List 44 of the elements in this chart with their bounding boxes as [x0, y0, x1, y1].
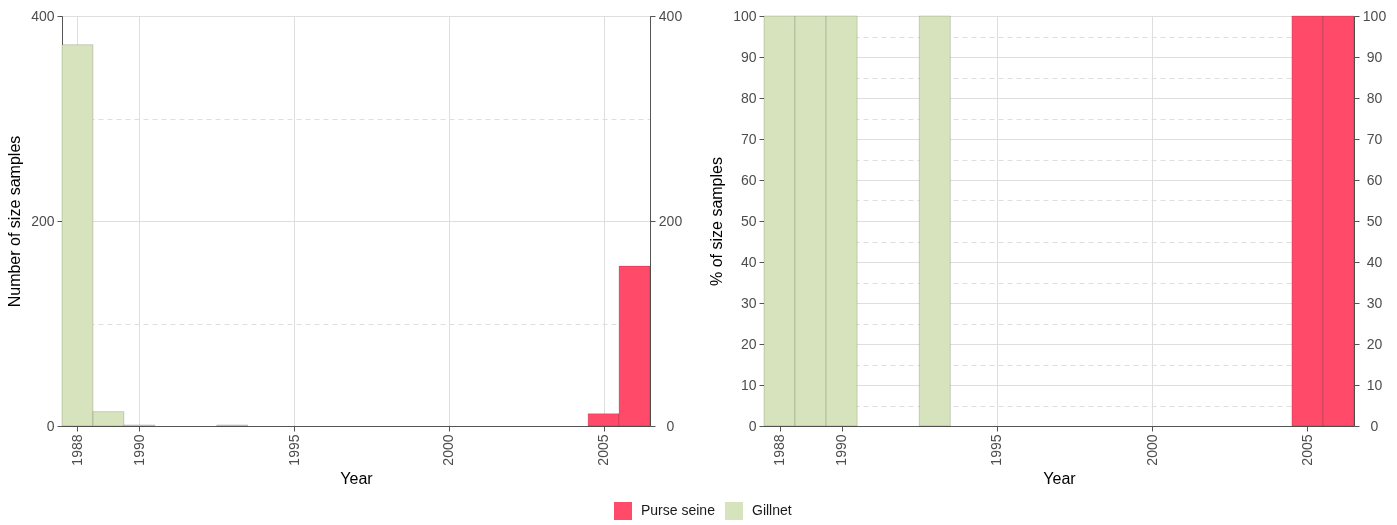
x-tick-label: 2005 — [595, 434, 612, 466]
y-tick-label: 80 — [740, 89, 757, 106]
y2-tick-label: 0 — [666, 417, 675, 434]
legend-label: Purse seine — [641, 502, 716, 518]
x-tick-label: 1990 — [130, 434, 147, 466]
y2-tick-label: 10 — [1366, 376, 1383, 393]
y-tick-label: 10 — [740, 376, 757, 393]
x-tick-label: 1988 — [68, 434, 85, 466]
y-tick-label: 60 — [740, 171, 757, 188]
y2-tick-label: 0 — [1370, 417, 1379, 434]
y2-tick-label: 30 — [1366, 294, 1383, 311]
y2-tick-label: 40 — [1366, 253, 1383, 270]
legend-label: Gillnet — [752, 502, 792, 518]
y2-tick-label: 80 — [1366, 89, 1383, 106]
y-tick-label: 100 — [733, 7, 757, 24]
y2-tick-label: 400 — [658, 7, 683, 24]
y2-tick-label: 90 — [1366, 48, 1383, 65]
x-tick-label: 1995 — [285, 434, 302, 466]
x-tick-label: 2000 — [440, 434, 457, 466]
x-axis-title: Year — [340, 469, 374, 487]
y-tick-label: 50 — [740, 212, 757, 229]
y-tick-label: 30 — [740, 294, 757, 311]
y2-tick-label: 70 — [1366, 130, 1383, 147]
x-tick-label: 2005 — [1298, 434, 1315, 466]
y-tick-label: 0 — [748, 417, 757, 434]
y2-tick-label: 100 — [1362, 7, 1387, 24]
y-tick-label: 90 — [740, 48, 757, 65]
y-axis-title: % of size samples — [708, 157, 726, 286]
y-tick-label: 400 — [31, 7, 55, 24]
y-tick-label: 200 — [31, 212, 55, 229]
x-axis-title: Year — [1043, 469, 1077, 487]
x-tick-label: 1990 — [833, 434, 850, 466]
x-tick-label: 2000 — [1143, 434, 1160, 466]
x-tick-label: 1988 — [771, 434, 788, 466]
y2-tick-label: 20 — [1366, 335, 1383, 352]
y-tick-label: 40 — [740, 253, 757, 270]
y2-tick-label: 50 — [1366, 212, 1383, 229]
y-tick-label: 70 — [740, 130, 757, 147]
y-axis-title: Number of size samples — [6, 135, 24, 308]
y2-tick-label: 60 — [1366, 171, 1383, 188]
y-tick-label: 0 — [46, 417, 55, 434]
y2-tick-label: 200 — [658, 212, 683, 229]
y-tick-label: 20 — [740, 335, 757, 352]
x-tick-label: 1995 — [988, 434, 1005, 466]
